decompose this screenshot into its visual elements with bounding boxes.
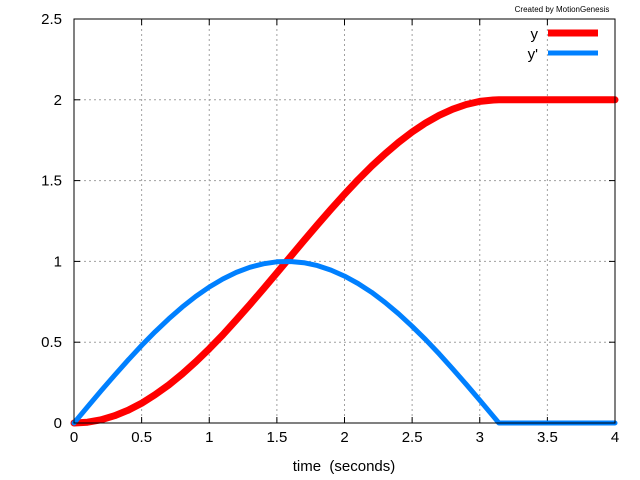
y-tick-label: 1 <box>54 253 62 270</box>
y-tick-label: 0.5 <box>41 334 62 351</box>
x-tick-label: 1 <box>205 429 213 446</box>
credit-text: Created by MotionGenesis <box>515 5 610 14</box>
series-line-y <box>70 96 619 427</box>
plot-frame <box>73 18 616 424</box>
legend: y y' <box>528 26 598 63</box>
x-tick-label: 2 <box>340 429 348 446</box>
x-tick-label: 3.5 <box>537 429 558 446</box>
axis-ticks: 0 0.5 1 1.5 2 2.5 3 3.5 4 0 0.5 1 1.5 2 2.5 <box>41 11 619 446</box>
y-tick-label: 1.5 <box>41 173 62 190</box>
y-tick-label: 0 <box>54 415 62 432</box>
x-tick-label: 3 <box>476 429 484 446</box>
grid <box>74 19 615 423</box>
y-tick-label: 2 <box>54 92 62 109</box>
y-tick-label: 2.5 <box>41 11 62 28</box>
x-tick-label: 4 <box>611 429 619 446</box>
legend-label: y' <box>528 46 539 63</box>
legend-label: y <box>531 26 539 43</box>
x-tick-label: 0 <box>70 429 78 446</box>
x-tick-label: 2.5 <box>402 429 423 446</box>
x-tick-label: 1.5 <box>266 429 287 446</box>
x-tick-label: 0.5 <box>131 429 152 446</box>
x-axis-label: time (seconds) <box>293 458 396 475</box>
